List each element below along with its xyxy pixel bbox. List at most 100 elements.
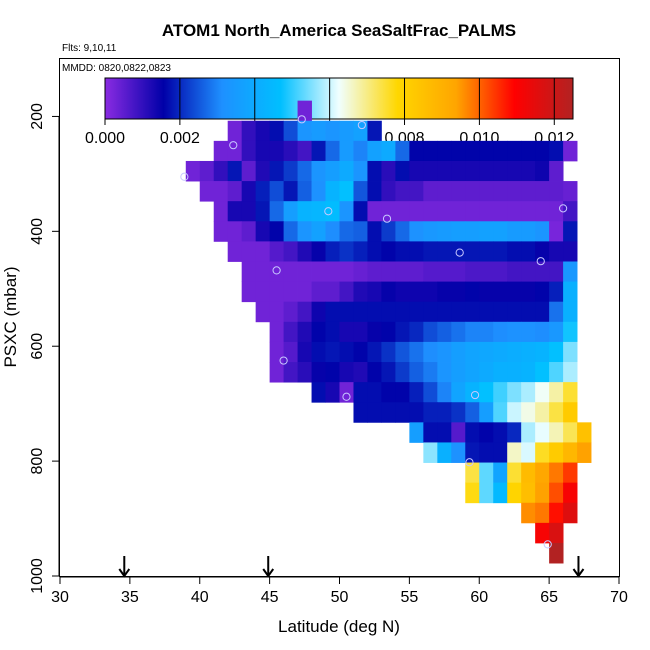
heatmap-cell xyxy=(437,382,452,403)
heatmap-cell xyxy=(451,201,466,222)
heatmap-cell xyxy=(493,442,508,463)
heatmap-cell xyxy=(283,281,298,303)
heatmap-cell xyxy=(465,281,480,303)
heatmap-cell xyxy=(507,261,522,282)
heatmap-cell xyxy=(353,241,368,262)
heatmap-cell xyxy=(465,422,480,443)
heatmap-cell xyxy=(465,181,480,202)
heatmap-cell xyxy=(423,301,438,323)
heatmap-cell xyxy=(423,321,438,343)
heatmap-cell xyxy=(493,422,508,443)
heatmap-cell xyxy=(353,120,368,142)
heatmap-cell xyxy=(507,341,522,363)
heatmap-cell xyxy=(353,160,368,182)
heatmap-cell xyxy=(381,201,396,222)
colorbar-tick-label: 0.002 xyxy=(160,130,200,147)
heatmap-cell xyxy=(563,442,578,463)
heatmap-cell xyxy=(367,241,382,262)
heatmap-cell xyxy=(465,241,480,262)
heatmap-cell xyxy=(507,321,522,343)
heatmap-cell xyxy=(367,321,382,343)
heatmap-cell xyxy=(563,221,578,242)
heatmap-cell xyxy=(409,301,424,323)
heatmap-cell xyxy=(227,181,243,202)
heatmap-cell xyxy=(409,181,424,202)
heatmap-cell xyxy=(521,442,536,463)
heatmap-cell xyxy=(353,341,368,363)
heatmap-cell xyxy=(241,241,257,262)
heatmap-cell xyxy=(339,140,354,162)
heatmap-cell xyxy=(465,402,480,423)
heatmap-cell xyxy=(311,241,326,262)
heatmap-cell xyxy=(535,482,550,504)
heatmap-cell xyxy=(311,301,326,323)
heatmap-cell xyxy=(213,160,229,182)
heatmap-cell xyxy=(339,120,354,142)
heatmap-cell xyxy=(339,321,354,343)
heatmap-cell xyxy=(479,301,494,323)
heatmap-cell xyxy=(549,482,564,504)
heatmap-cell xyxy=(535,442,550,463)
heatmap-cell xyxy=(255,281,271,303)
heatmap-cell xyxy=(367,160,382,182)
heatmap-cell xyxy=(521,362,536,383)
heatmap-cell xyxy=(381,341,396,363)
heatmap-cell xyxy=(493,281,508,303)
colorbar-tick-label: 0.000 xyxy=(85,130,125,147)
heatmap-cell xyxy=(409,422,424,443)
heatmap-cell xyxy=(563,261,578,282)
heatmap-cell xyxy=(241,160,257,182)
heatmap-cell xyxy=(535,181,550,202)
heatmap-cell xyxy=(437,160,452,182)
heatmap-cell xyxy=(311,362,326,383)
heatmap-cell xyxy=(311,221,326,242)
heatmap-cell xyxy=(381,160,396,182)
heatmap-cell xyxy=(507,281,522,303)
heatmap-cell xyxy=(507,422,522,443)
heatmap-cell xyxy=(269,341,285,363)
heatmap-cell xyxy=(339,281,354,303)
heatmap-cell xyxy=(381,181,396,202)
heatmap-cell xyxy=(507,221,522,242)
heatmap-cell xyxy=(325,160,340,182)
heatmap-cell xyxy=(297,362,312,383)
heatmap-cell xyxy=(479,341,494,363)
y-axis: 200 400 600 800 1000 xyxy=(29,103,60,594)
heatmap-cell xyxy=(297,201,312,222)
heatmap-cell xyxy=(325,341,340,363)
heatmap-cell xyxy=(437,422,452,443)
heatmap-cell xyxy=(255,140,271,162)
heatmap-cell xyxy=(395,221,410,242)
heatmap-cell xyxy=(297,261,312,282)
heatmap-cell xyxy=(269,261,285,282)
heatmap-cell xyxy=(549,522,564,544)
flights-note: Flts: 9,10,11 xyxy=(62,43,117,54)
heatmap-cell xyxy=(199,160,215,182)
profile-marker xyxy=(180,172,189,181)
heatmap-cell xyxy=(465,221,480,242)
heatmap-cell xyxy=(563,241,578,262)
profile-marker xyxy=(324,207,333,216)
heatmap-cell xyxy=(255,241,271,262)
heatmap-cell xyxy=(437,442,452,463)
heatmap-cell xyxy=(241,140,257,162)
heatmap-cell xyxy=(423,261,438,282)
profile-marker xyxy=(470,390,480,400)
heatmap-cell xyxy=(521,181,536,202)
heatmap-cell xyxy=(339,362,354,383)
heatmap-cell xyxy=(535,522,550,544)
heatmap-cell xyxy=(311,281,326,303)
heatmap-cell xyxy=(577,442,592,463)
heatmap-cell xyxy=(451,442,466,463)
heatmap-cell xyxy=(367,120,382,142)
heatmap-cell xyxy=(283,160,298,182)
heatmap-cell xyxy=(241,261,257,282)
x-tick-label: 30 xyxy=(51,589,69,606)
heatmap-cell xyxy=(451,241,466,262)
heatmap-cell xyxy=(325,201,340,222)
heatmap-cell xyxy=(381,362,396,383)
heatmap-cell xyxy=(325,301,340,323)
heatmap-cell xyxy=(255,301,271,323)
heatmap-cell xyxy=(465,140,480,162)
heatmap-cell xyxy=(381,261,396,282)
